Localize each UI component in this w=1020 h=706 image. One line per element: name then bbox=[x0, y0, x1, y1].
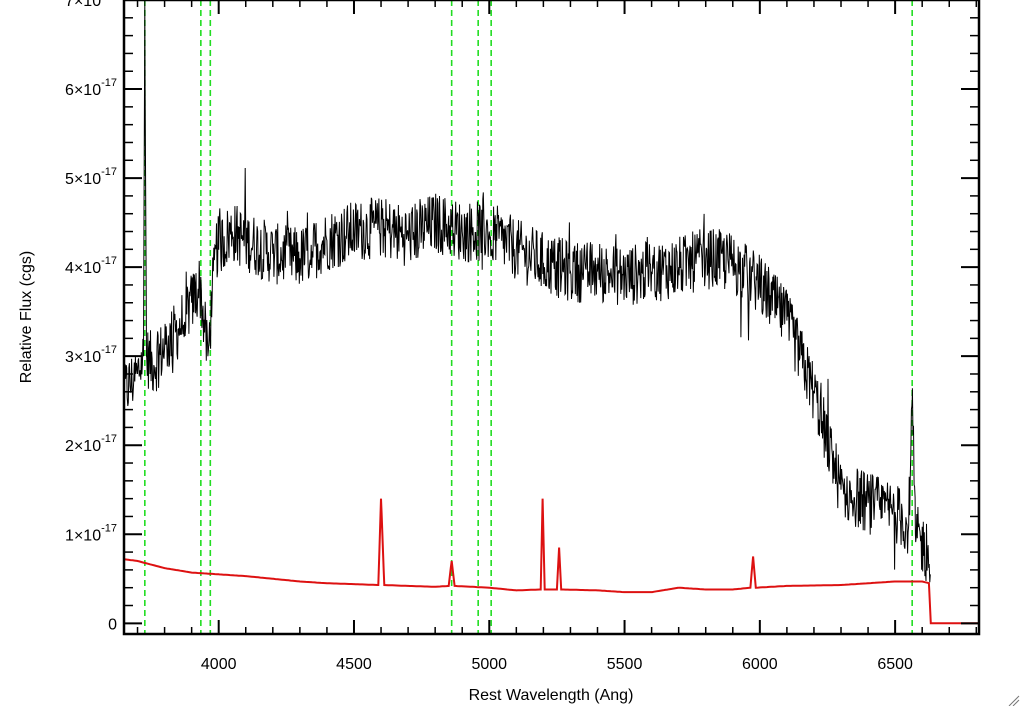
y-tick-label: 0 bbox=[108, 616, 117, 633]
x-tick-label: 6000 bbox=[742, 656, 778, 673]
x-tick-label: 4000 bbox=[201, 656, 237, 673]
x-tick-label: 4500 bbox=[336, 656, 372, 673]
y-tick-label: 1×10-17 bbox=[65, 522, 117, 544]
y-ticks: 0 1×10-17 2×10-17 3×10-17 4×10-17 5×10-17 6×10… bbox=[65, 0, 979, 633]
y-tick-label: 4×10-17 bbox=[65, 255, 117, 277]
series-line bbox=[123, 498, 979, 625]
y-axis-label: Relative Flux (cgs) bbox=[18, 251, 35, 383]
x-tick-label: 5500 bbox=[607, 656, 643, 673]
y-tick-label: 7×10-17 bbox=[65, 0, 117, 10]
line-markers bbox=[144, 0, 913, 634]
x-axis-label: Rest Wavelength (Ang) bbox=[469, 687, 634, 704]
y-tick-label: 3×10-17 bbox=[65, 344, 117, 366]
y-tick-label: 2×10-17 bbox=[65, 433, 117, 455]
y-tick-label: 5×10-17 bbox=[65, 166, 117, 188]
resize-grip-icon[interactable] bbox=[1008, 695, 1020, 706]
x-ticks: 4000 4500 5000 5500 6000 6500 bbox=[136, 0, 978, 673]
series-line bbox=[123, 0, 931, 583]
x-tick-label: 6500 bbox=[877, 656, 913, 673]
y-tick-label: 6×10-17 bbox=[65, 77, 117, 99]
series-layer bbox=[123, 0, 979, 625]
x-tick-label: 5000 bbox=[471, 656, 507, 673]
plot-frame bbox=[122, 0, 981, 636]
